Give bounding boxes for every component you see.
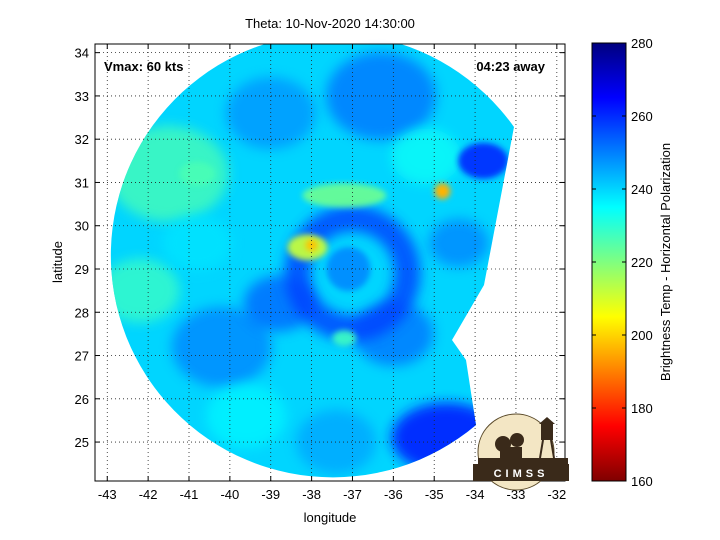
x-tick-label: -34 (466, 487, 485, 502)
x-tick-label: -35 (425, 487, 444, 502)
vmax-annotation: Vmax: 60 kts (104, 59, 184, 74)
north-east-cold (458, 142, 509, 179)
texture-patch (110, 125, 229, 222)
time-away-annotation: 04:23 away (476, 59, 545, 74)
swath-image (110, 44, 514, 478)
axis-ticks: -43 -42 -41 -40 -39 -38 -37 -36 -35 -34 -33 -32 25 26… (75, 44, 566, 502)
grid (95, 44, 565, 481)
x-tick-label: -32 (547, 487, 566, 502)
logo-radar-dome-icon (495, 433, 524, 459)
texture-patch (162, 215, 233, 272)
x-tick-label: -39 (261, 487, 280, 502)
y-tick-label: 33 (75, 89, 89, 104)
logo-text: CIMSS (494, 468, 549, 480)
west-warm-patch (179, 161, 216, 186)
texture-patch (391, 128, 462, 185)
x-tick-label: -37 (343, 487, 362, 502)
texture-patch (326, 51, 437, 140)
hot-spot-east (434, 183, 451, 200)
y-tick-label: 31 (75, 175, 89, 190)
x-tick-label: -36 (384, 487, 403, 502)
cimss-logo: CIMSS (473, 413, 569, 491)
x-axis-label: longitude (304, 510, 357, 525)
y-tick-label: 26 (75, 392, 89, 407)
x-tick-label: -40 (220, 487, 239, 502)
colorbar (591, 42, 627, 482)
eye-core (305, 239, 318, 252)
colorbar-tick-label: 160 (631, 474, 653, 489)
plot-frame (94, 43, 566, 482)
x-tick-label: -41 (180, 487, 199, 502)
swath-features (110, 51, 509, 475)
x-tick-label: -38 (302, 487, 321, 502)
y-tick-label: 29 (75, 262, 89, 277)
x-tick-label: -33 (507, 487, 526, 502)
north-band (302, 183, 387, 208)
colorbar-label: Brightness Temp - Horizontal Polarizatio… (658, 143, 673, 381)
south-warm-patch (332, 330, 357, 347)
x-tick-label: -43 (98, 487, 117, 502)
chart-title: Theta: 10-Nov-2020 14:30:00 (245, 16, 415, 31)
inner-core (326, 246, 371, 291)
texture-patch (225, 77, 316, 150)
texture-patch (110, 258, 180, 323)
y-tick-label: 25 (75, 435, 89, 450)
y-tick-label: 28 (75, 305, 89, 320)
logo-banner (473, 464, 569, 481)
y-tick-label: 32 (75, 132, 89, 147)
colorbar-tick-label: 260 (631, 109, 653, 124)
colorbar-tick-label: 240 (631, 182, 653, 197)
logo-water-tower-icon (539, 417, 555, 459)
colorbar-tick-label: 220 (631, 255, 653, 270)
y-axis-label: latitude (50, 241, 65, 283)
texture-patch (428, 219, 489, 268)
texture-patch (296, 410, 377, 475)
texture-patch (206, 384, 287, 449)
colorbar-tick-label: 200 (631, 328, 653, 343)
texture-patch (171, 306, 272, 387)
colorbar-ticks: 160 180 200 220 240 260 280 (592, 36, 653, 489)
y-tick-label: 34 (75, 46, 89, 61)
x-tick-label: -42 (139, 487, 158, 502)
y-tick-label: 30 (75, 219, 89, 234)
y-tick-label: 27 (75, 349, 89, 364)
logo-building (478, 458, 568, 466)
colorbar-tick-label: 280 (631, 36, 653, 51)
colorbar-tick-label: 180 (631, 401, 653, 416)
